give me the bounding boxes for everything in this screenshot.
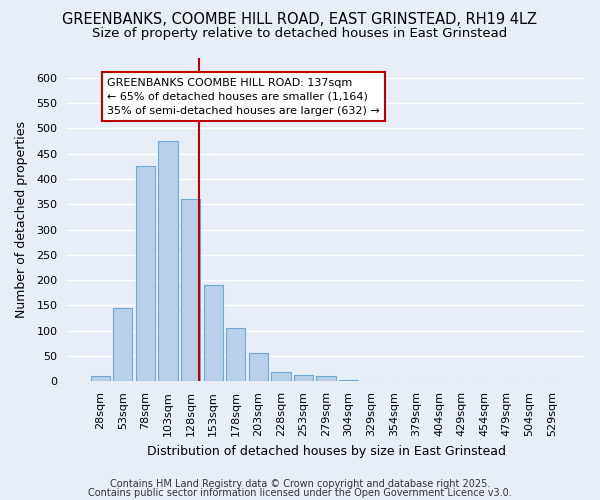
Bar [384,381,403,382]
Bar [271,372,290,382]
Text: Size of property relative to detached houses in East Grinstead: Size of property relative to detached ho… [92,28,508,40]
Bar [181,199,200,382]
Bar [158,141,178,382]
Bar [362,381,381,382]
Bar [91,376,110,382]
Bar [203,285,223,382]
Text: GREENBANKS, COOMBE HILL ROAD, EAST GRINSTEAD, RH19 4LZ: GREENBANKS, COOMBE HILL ROAD, EAST GRINS… [62,12,538,28]
Bar [113,308,133,382]
Bar [294,375,313,382]
Text: GREENBANKS COOMBE HILL ROAD: 137sqm
← 65% of detached houses are smaller (1,164): GREENBANKS COOMBE HILL ROAD: 137sqm ← 65… [107,78,380,116]
Bar [226,328,245,382]
Text: Contains HM Land Registry data © Crown copyright and database right 2025.: Contains HM Land Registry data © Crown c… [110,479,490,489]
Bar [316,376,335,382]
X-axis label: Distribution of detached houses by size in East Grinstead: Distribution of detached houses by size … [146,444,506,458]
Bar [249,354,268,382]
Y-axis label: Number of detached properties: Number of detached properties [15,121,28,318]
Bar [339,380,358,382]
Text: Contains public sector information licensed under the Open Government Licence v3: Contains public sector information licen… [88,488,512,498]
Bar [136,166,155,382]
